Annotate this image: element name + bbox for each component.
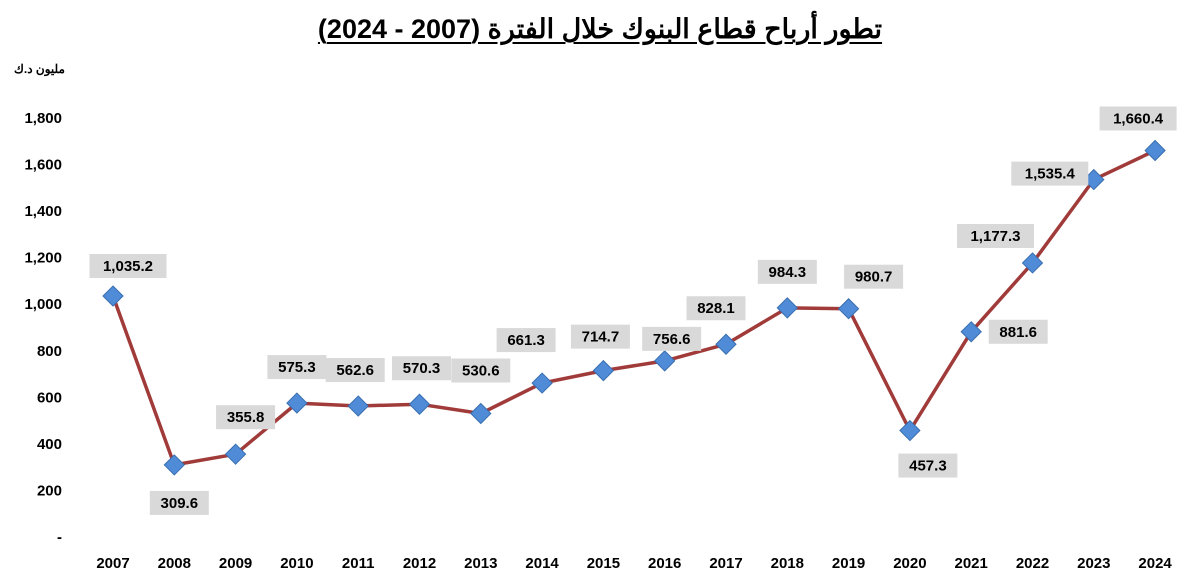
svg-text:530.6: 530.6 bbox=[462, 362, 500, 379]
data-point-marker bbox=[1021, 252, 1044, 274]
x-tick-label: 2023 bbox=[1077, 555, 1110, 572]
y-tick-label: 1,200 bbox=[24, 250, 62, 267]
x-tick-label: 2017 bbox=[709, 555, 742, 572]
x-tick-label: 2019 bbox=[832, 555, 865, 572]
svg-text:756.6: 756.6 bbox=[653, 331, 691, 348]
data-label: 661.3 bbox=[496, 328, 556, 353]
data-label: 1,535.4 bbox=[1011, 161, 1089, 186]
data-label: 828.1 bbox=[686, 296, 746, 321]
data-point-marker bbox=[592, 359, 615, 382]
x-tick-label: 2018 bbox=[771, 555, 804, 572]
data-label: 756.6 bbox=[642, 326, 702, 351]
x-tick-label: 2016 bbox=[648, 555, 681, 572]
svg-text:309.6: 309.6 bbox=[161, 495, 199, 512]
svg-text:457.3: 457.3 bbox=[909, 458, 947, 475]
svg-text:575.3: 575.3 bbox=[278, 359, 316, 376]
chart-title: تطور أرباح قطاع البنوك خلال الفترة (2007… bbox=[317, 14, 883, 44]
y-tick-label: 1,600 bbox=[24, 157, 62, 174]
y-tick-label: 1,400 bbox=[24, 203, 62, 220]
svg-text:1,660.4: 1,660.4 bbox=[1113, 110, 1164, 127]
svg-text:984.3: 984.3 bbox=[769, 264, 807, 281]
data-point-marker bbox=[715, 333, 737, 355]
data-point-marker bbox=[960, 321, 982, 343]
data-point-marker bbox=[102, 285, 124, 307]
svg-text:1,535.4: 1,535.4 bbox=[1025, 166, 1076, 183]
x-tick-label: 2007 bbox=[96, 555, 129, 572]
x-tick-label: 2020 bbox=[893, 555, 926, 572]
data-point-marker bbox=[470, 402, 492, 425]
svg-text:714.7: 714.7 bbox=[582, 329, 620, 346]
x-tick-label: 2024 bbox=[1138, 555, 1172, 572]
data-point-marker bbox=[347, 395, 369, 417]
y-tick-label: 1,800 bbox=[24, 110, 62, 127]
x-tick-label: 2014 bbox=[525, 555, 559, 572]
data-label: 355.8 bbox=[216, 405, 276, 430]
data-label: 980.7 bbox=[844, 264, 904, 289]
y-tick-label: 400 bbox=[37, 436, 62, 453]
x-tick-label: 2012 bbox=[403, 555, 436, 572]
y-tick-label: - bbox=[57, 529, 62, 546]
data-point-marker bbox=[286, 392, 308, 414]
data-point-marker bbox=[531, 372, 553, 394]
data-point-marker bbox=[408, 393, 431, 415]
y-axis-unit-label: مليون د.ك bbox=[14, 62, 65, 76]
svg-text:570.3: 570.3 bbox=[403, 360, 441, 377]
svg-text:881.6: 881.6 bbox=[999, 324, 1037, 341]
profit-series-line bbox=[111, 148, 1156, 467]
svg-text:980.7: 980.7 bbox=[855, 269, 893, 286]
data-label: 1,177.3 bbox=[957, 223, 1034, 248]
data-point-marker bbox=[224, 443, 247, 465]
x-axis-ticks: 2007 2008 2009 2010 2011 2012 2013 2014 2015 2016… bbox=[96, 555, 1172, 572]
data-label: 575.3 bbox=[267, 355, 327, 380]
data-point-marker bbox=[653, 350, 676, 372]
y-tick-label: 800 bbox=[37, 343, 62, 360]
x-tick-label: 2013 bbox=[464, 555, 497, 572]
x-tick-label: 2021 bbox=[955, 555, 988, 572]
data-label: 1,035.2 bbox=[89, 254, 167, 279]
y-tick-label: 600 bbox=[37, 389, 62, 406]
x-tick-label: 2022 bbox=[1016, 555, 1049, 572]
data-point-marker bbox=[837, 298, 860, 320]
data-label: 714.7 bbox=[570, 324, 630, 349]
data-point-marker bbox=[899, 419, 921, 442]
svg-text:661.3: 661.3 bbox=[507, 332, 545, 349]
data-label: 881.6 bbox=[988, 319, 1048, 344]
svg-text:828.1: 828.1 bbox=[697, 300, 735, 317]
x-tick-label: 2008 bbox=[158, 555, 191, 572]
x-tick-label: 2009 bbox=[219, 555, 252, 572]
data-label: 309.6 bbox=[149, 490, 209, 515]
data-labels: 1,035.2 309.6 355.8 575.3 562.6 570.3 530.6 661… bbox=[89, 106, 1177, 515]
data-point-marker bbox=[1144, 139, 1166, 162]
data-markers bbox=[102, 139, 1166, 476]
x-tick-label: 2011 bbox=[342, 555, 375, 572]
y-tick-label: 200 bbox=[37, 482, 62, 499]
data-point-marker bbox=[163, 454, 186, 476]
data-label: 530.6 bbox=[451, 358, 511, 383]
data-label: 562.6 bbox=[325, 358, 385, 383]
svg-text:1,035.2: 1,035.2 bbox=[103, 258, 153, 275]
x-tick-label: 2015 bbox=[587, 555, 620, 572]
data-label: 570.3 bbox=[392, 356, 451, 381]
x-tick-label: 2010 bbox=[280, 555, 313, 572]
y-tick-label: 1,000 bbox=[24, 296, 62, 313]
svg-text:355.8: 355.8 bbox=[227, 409, 265, 426]
data-label: 457.3 bbox=[898, 453, 958, 478]
svg-text:562.6: 562.6 bbox=[336, 362, 374, 379]
data-label: 1,660.4 bbox=[1099, 106, 1177, 131]
data-point-marker bbox=[776, 297, 799, 319]
svg-text:1,177.3: 1,177.3 bbox=[970, 228, 1020, 245]
y-axis-ticks: - 200 400 600 800 1,000 1,200 1,400 1,600 1,800 bbox=[24, 110, 62, 546]
data-label: 984.3 bbox=[757, 259, 817, 284]
